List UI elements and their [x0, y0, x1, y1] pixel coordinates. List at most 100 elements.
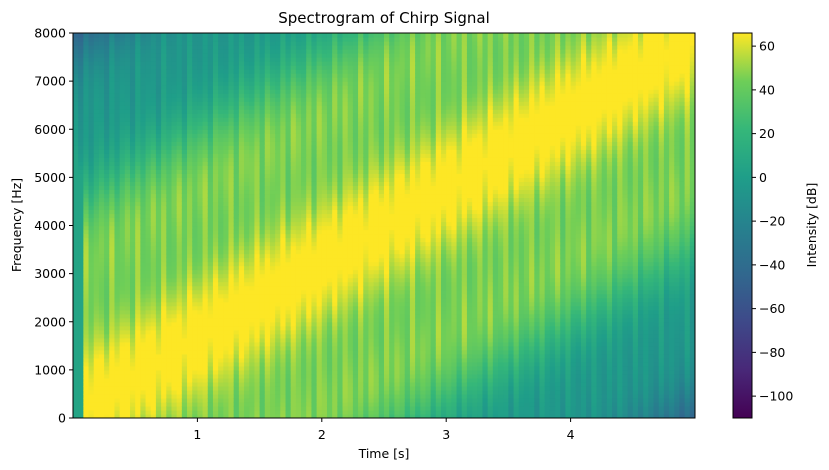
- heatmap-cell: [295, 85, 302, 90]
- heatmap-cell: [124, 341, 131, 347]
- heatmap-cell: [316, 253, 323, 259]
- heatmap-cell: [140, 329, 147, 335]
- heatmap-cell: [119, 333, 126, 339]
- heatmap-cell: [93, 41, 100, 46]
- heatmap-cell: [332, 349, 338, 355]
- heatmap-cell: [249, 277, 256, 283]
- heatmap-cell: [311, 317, 318, 323]
- heatmap-cell: [306, 349, 313, 355]
- heatmap-cell: [316, 53, 323, 58]
- heatmap-cell: [249, 349, 256, 355]
- heatmap-cell: [207, 325, 214, 331]
- heatmap-cell: [78, 313, 84, 319]
- heatmap-cell: [114, 345, 121, 351]
- heatmap-cell: [249, 385, 256, 391]
- heatmap-cell: [238, 117, 245, 122]
- heatmap-cell: [306, 293, 313, 299]
- heatmap-cell: [238, 81, 245, 86]
- heatmap-cell: [337, 125, 344, 130]
- heatmap-cell: [73, 353, 79, 359]
- heatmap-cell: [181, 373, 188, 379]
- heatmap-cell: [109, 85, 116, 90]
- heatmap-cell: [73, 197, 79, 203]
- heatmap-cell: [321, 41, 328, 46]
- heatmap-cell: [109, 345, 116, 351]
- heatmap-cell: [290, 153, 297, 158]
- heatmap-cell: [295, 249, 302, 255]
- heatmap-cell: [161, 165, 167, 170]
- heatmap-cell: [114, 281, 121, 287]
- heatmap-cell: [140, 33, 147, 38]
- heatmap-cell: [212, 125, 219, 130]
- heatmap-cell: [109, 353, 116, 359]
- heatmap-cell: [187, 229, 193, 235]
- heatmap-cell: [254, 153, 261, 158]
- heatmap-cell: [155, 349, 162, 355]
- heatmap-cell: [290, 413, 297, 418]
- heatmap-cell: [192, 133, 198, 138]
- heatmap-cell: [295, 81, 302, 86]
- heatmap-cell: [140, 125, 147, 130]
- heatmap-cell: [114, 113, 121, 118]
- heatmap-cell: [202, 97, 209, 102]
- heatmap-cell: [337, 293, 344, 299]
- heatmap-cell: [155, 177, 162, 182]
- heatmap-cell: [192, 45, 198, 50]
- heatmap-cell: [321, 213, 328, 219]
- heatmap-cell: [140, 45, 147, 50]
- heatmap-cell: [176, 413, 183, 418]
- heatmap-cell: [285, 97, 292, 102]
- heatmap-cell: [166, 53, 173, 58]
- heatmap-cell: [321, 105, 328, 110]
- heatmap-cell: [150, 161, 157, 166]
- heatmap-cell: [337, 305, 344, 311]
- heatmap-cell: [249, 85, 256, 90]
- heatmap-cell: [176, 53, 183, 58]
- heatmap-cell: [321, 373, 328, 379]
- heatmap-cell: [326, 233, 333, 239]
- heatmap-cell: [233, 413, 240, 418]
- heatmap-cell: [176, 145, 183, 150]
- heatmap-cell: [254, 89, 261, 94]
- heatmap-cell: [124, 253, 131, 259]
- heatmap-cell: [130, 197, 136, 203]
- heatmap-cell: [119, 109, 126, 114]
- heatmap-cell: [83, 321, 90, 327]
- heatmap-cell: [301, 217, 307, 223]
- heatmap-cell: [238, 65, 245, 70]
- heatmap-cell: [254, 105, 261, 110]
- heatmap-cell: [155, 217, 162, 223]
- heatmap-cell: [140, 297, 147, 303]
- heatmap-cell: [301, 229, 307, 235]
- heatmap-cell: [197, 173, 204, 178]
- heatmap-cell: [223, 361, 230, 367]
- heatmap-cell: [285, 229, 292, 235]
- heatmap-cell: [295, 373, 302, 379]
- heatmap-cell: [140, 325, 147, 331]
- heatmap-cell: [202, 325, 209, 331]
- heatmap-cell: [301, 41, 307, 46]
- heatmap-cell: [93, 341, 100, 347]
- heatmap-cell: [249, 365, 256, 371]
- heatmap-cell: [212, 329, 219, 335]
- heatmap-cell: [337, 329, 344, 335]
- heatmap-cell: [150, 217, 157, 223]
- heatmap-cell: [187, 317, 193, 323]
- heatmap-cell: [104, 257, 110, 263]
- heatmap-cell: [150, 365, 157, 371]
- heatmap-cell: [171, 385, 178, 391]
- heatmap-cell: [301, 293, 307, 299]
- heatmap-cell: [78, 241, 84, 247]
- heatmap-cell: [155, 77, 162, 82]
- heatmap-cell: [223, 73, 230, 78]
- heatmap-cell: [269, 141, 276, 146]
- heatmap-cell: [98, 133, 105, 138]
- heatmap-cell: [311, 33, 318, 38]
- heatmap-cell: [187, 165, 193, 170]
- heatmap-cell: [244, 393, 250, 399]
- heatmap-cell: [161, 261, 167, 267]
- heatmap-cell: [171, 193, 178, 199]
- heatmap-cell: [155, 317, 162, 323]
- heatmap-cell: [140, 193, 147, 199]
- heatmap-cell: [254, 133, 261, 138]
